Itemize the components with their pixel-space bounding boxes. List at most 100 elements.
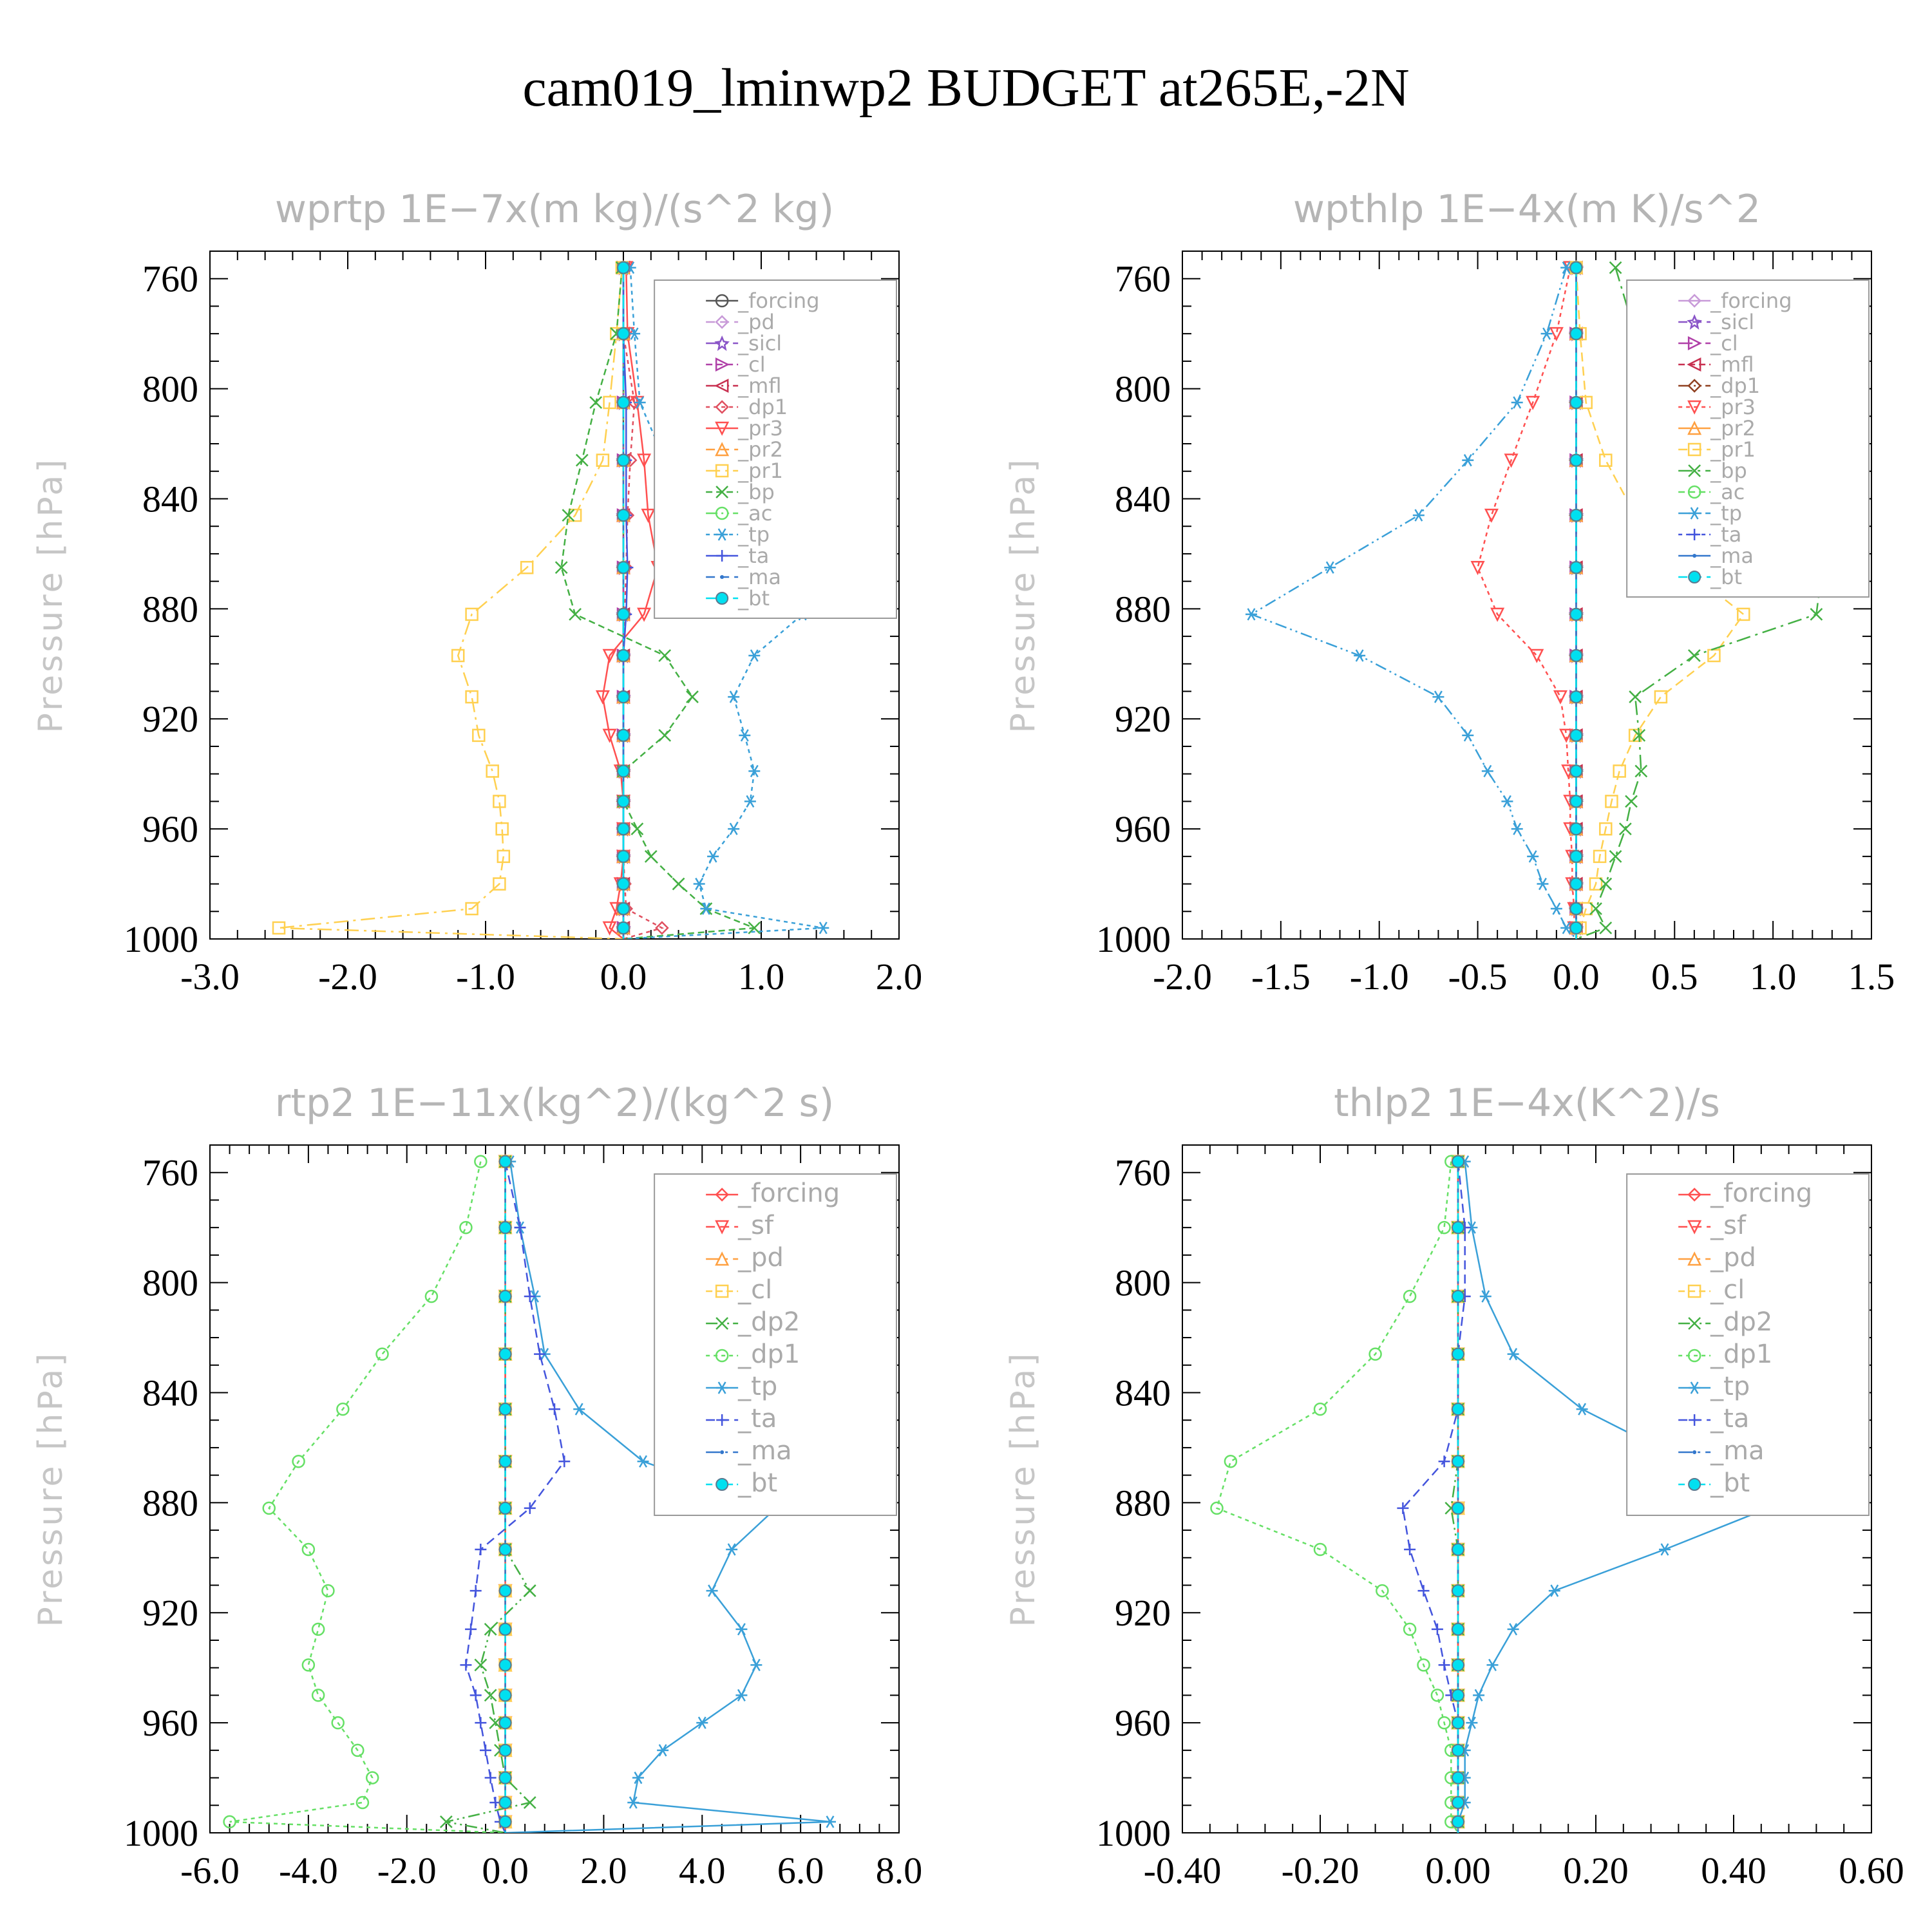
legend-label: _pd — [737, 1243, 784, 1273]
series-point — [1576, 1403, 1588, 1416]
series-point — [634, 396, 646, 409]
legend-label: _cl — [737, 352, 765, 377]
series-point — [1507, 1623, 1519, 1636]
series-point — [1687, 1220, 1702, 1235]
series-point — [465, 1623, 477, 1635]
series-point — [1633, 728, 1646, 742]
x-tick-label: 2.0 — [876, 956, 923, 998]
series-point — [1625, 795, 1638, 808]
series-point — [1313, 1402, 1327, 1416]
series-point — [1462, 729, 1474, 742]
series-point — [484, 1772, 497, 1784]
legend-label: _pr3 — [1710, 395, 1756, 419]
series-point — [569, 608, 582, 621]
series-point — [1452, 1221, 1464, 1235]
series-point — [459, 1220, 473, 1235]
series-point — [1687, 1251, 1702, 1266]
series-point — [1687, 649, 1701, 662]
series-line — [1575, 267, 1745, 939]
legend-label: _pr2 — [1710, 416, 1756, 440]
chart-panel-1: wprtp 1E−7x(m kg)/(s^2 kg) Pressure [hPa]… — [32, 187, 922, 998]
y-tick-label: 960 — [142, 1702, 198, 1744]
series-point — [617, 795, 630, 808]
series-point — [720, 575, 724, 579]
legend-item: _dp1 — [1678, 1340, 1772, 1369]
x-tick-label: -1.5 — [1251, 956, 1311, 998]
series-point — [1569, 327, 1583, 341]
y-tick-label: 840 — [1115, 478, 1171, 520]
y-tick-label: 800 — [142, 1262, 198, 1304]
y-tick-label: 800 — [1115, 368, 1171, 410]
series-point — [321, 1584, 335, 1598]
panel-title: thlp2 1E−4x(K^2)/s — [1334, 1081, 1720, 1126]
series-point — [1412, 509, 1425, 522]
series-line — [446, 1161, 532, 1833]
series-point — [617, 921, 630, 934]
series-point — [523, 1584, 536, 1597]
y-tick-label: 920 — [1115, 698, 1171, 740]
y-tick-label: 760 — [142, 258, 198, 300]
series-bt — [617, 261, 630, 939]
series-point — [707, 850, 719, 863]
chart-panel-2: wpthlp 1E−4x(m K)/s^2 Pressure [hPa] 760 80… — [1004, 187, 1895, 998]
series-point — [524, 1290, 536, 1302]
series-point — [602, 649, 617, 663]
series-point — [617, 453, 630, 467]
series-point — [311, 1689, 325, 1702]
x-tick-label: -0.20 — [1282, 1850, 1359, 1891]
series-point — [715, 592, 729, 605]
series-point — [451, 649, 465, 663]
legend-box — [654, 279, 898, 619]
x-tick-label: 0.00 — [1425, 1850, 1491, 1891]
series-point — [715, 1251, 730, 1266]
series-point — [1210, 1501, 1224, 1515]
plot-area — [1210, 1153, 1774, 1833]
series-point — [1569, 261, 1583, 274]
series-point — [1599, 922, 1613, 934]
legend-label: _dp1 — [737, 395, 788, 419]
series-point — [657, 1744, 669, 1757]
series-point — [672, 877, 685, 891]
series-point — [1452, 1689, 1464, 1702]
plot-frame — [209, 1144, 900, 1833]
series-point — [1481, 764, 1493, 778]
legend-item: _dp2 — [706, 1307, 800, 1337]
series-point — [1403, 1622, 1417, 1636]
series-point — [1569, 822, 1583, 836]
series-point — [715, 1188, 729, 1202]
legend-item: _pd — [706, 1243, 784, 1273]
series-point — [1452, 1289, 1464, 1303]
series-point — [748, 922, 761, 934]
legend-item: _ta — [706, 1404, 777, 1434]
legend-item: _forcing — [1678, 1179, 1812, 1208]
series-point — [562, 509, 575, 522]
y-tick-label: 960 — [1115, 1702, 1171, 1744]
x-tick-label: 1.5 — [1848, 956, 1895, 998]
series-point — [1569, 561, 1583, 574]
y-axis-label: Pressure [hPa] — [32, 457, 70, 734]
series-point — [1501, 795, 1513, 808]
series-point — [1707, 649, 1721, 663]
legend-item: _bp — [706, 480, 775, 504]
legend: _forcing_pd_sicl_cl_mfl_dp1_pr3_pr2_pr1_… — [654, 279, 898, 619]
series-point — [1569, 509, 1583, 522]
legend-label: _pd — [1710, 1243, 1756, 1273]
series-point — [715, 442, 730, 457]
y-tick-label: 960 — [1115, 808, 1171, 850]
y-tick-label: 960 — [142, 808, 198, 850]
series-line — [278, 267, 624, 939]
series-point — [1687, 357, 1701, 372]
x-tick-label: 8.0 — [876, 1850, 923, 1891]
series-point — [424, 1289, 439, 1303]
series-point — [498, 1689, 512, 1702]
panel-title: wprtp 1E−7x(m kg)/(s^2 kg) — [275, 187, 834, 232]
series-point — [498, 1289, 512, 1303]
legend-item: _ma — [706, 565, 781, 589]
series-point — [475, 1543, 487, 1555]
series-point — [715, 506, 729, 520]
series-point — [351, 1743, 365, 1757]
series-point — [735, 1623, 748, 1636]
legend-item: _ta — [1678, 1404, 1749, 1434]
legend-label: _bt — [737, 1468, 777, 1498]
series-point — [1569, 728, 1583, 742]
